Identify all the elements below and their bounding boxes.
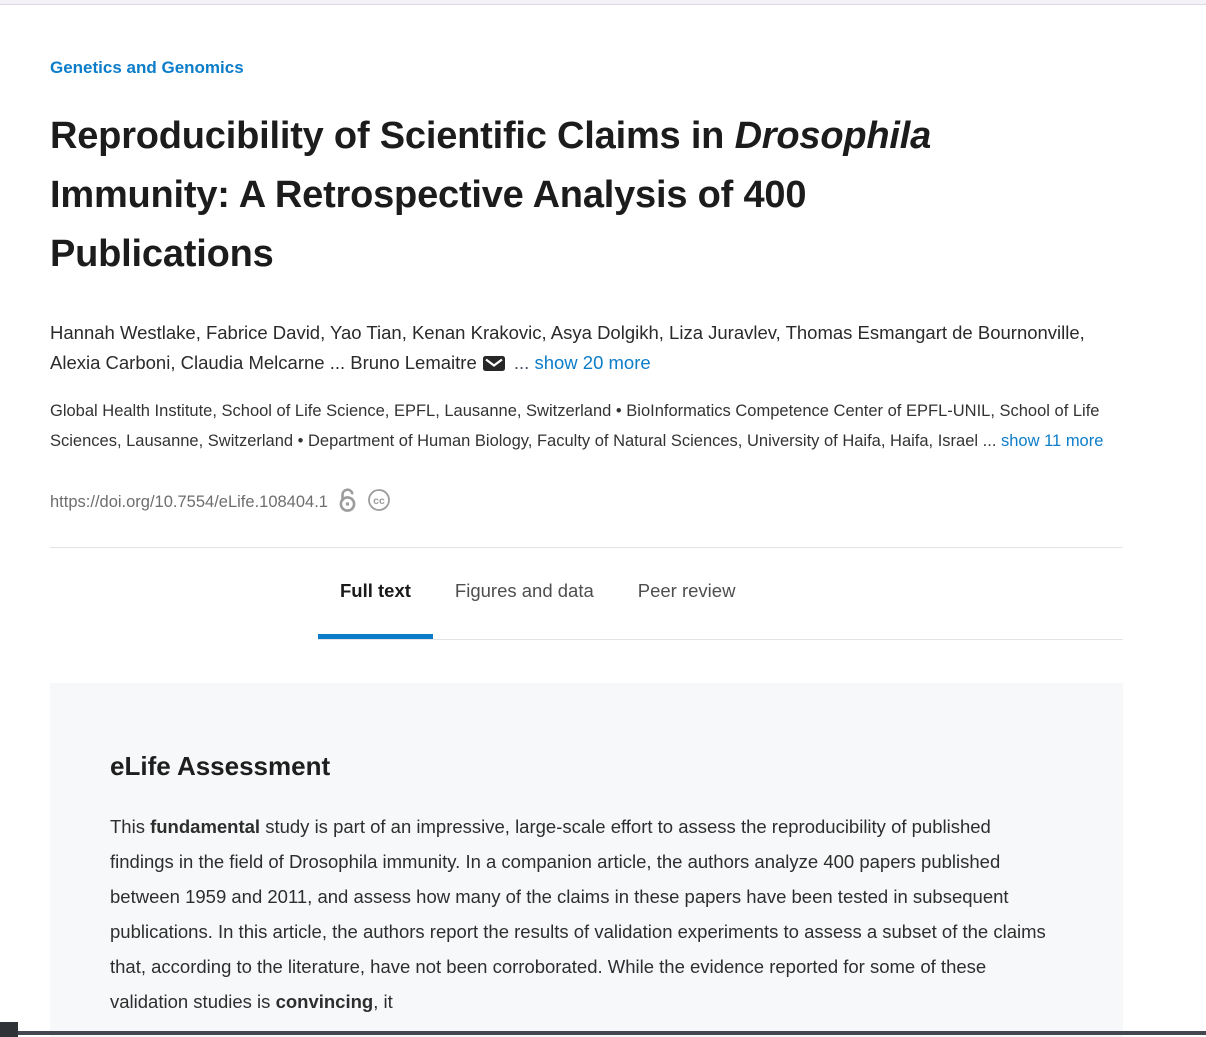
tab-figures-and-data[interactable]: Figures and data <box>433 548 616 639</box>
title-italic-species: Drosophila <box>734 115 932 157</box>
window-top-edge <box>0 0 1206 5</box>
window-bottom-corner <box>0 1022 18 1037</box>
author-list: Hannah Westlake, Fabrice David, Yao Tian… <box>50 318 1100 380</box>
tab-full-text[interactable]: Full text <box>318 548 433 639</box>
assessment-significance-term: fundamental <box>150 816 261 837</box>
tab-figures-label: Figures and data <box>454 580 594 601</box>
authors-ellipsis: ... <box>513 352 530 373</box>
title-part-1: Reproducibility of Scientific Claims in <box>50 115 735 157</box>
article-title: Reproducibility of Scientific Claims in … <box>50 107 1123 284</box>
window-bottom-edge <box>0 1031 1206 1035</box>
open-access-icon[interactable] <box>337 486 358 518</box>
title-part-2: Immunity: A Retrospective Analysis of 40… <box>50 174 807 216</box>
assessment-strength-term: convincing <box>275 991 374 1012</box>
doi-link[interactable]: https://doi.org/10.7554/eLife.108404.1 <box>50 492 328 511</box>
tab-peer-review[interactable]: Peer review <box>616 548 758 639</box>
assessment-heading: eLife Assessment <box>110 751 331 781</box>
show-more-affiliations-link[interactable]: show 11 more <box>1001 432 1104 450</box>
author-names: Hannah Westlake, Fabrice David, Yao Tian… <box>50 322 1085 373</box>
affiliation-list: Global Health Institute, School of Life … <box>50 396 1108 456</box>
assessment-text-3: , it <box>373 991 393 1012</box>
tab-full-text-label: Full text <box>340 580 411 601</box>
assessment-text-1: This <box>110 816 151 837</box>
show-more-authors-link[interactable]: show 20 more <box>534 352 651 373</box>
article-page: Genetics and Genomics Reproducibility of… <box>50 5 1123 1037</box>
assessment-text-2: study is part of an impressive, large-sc… <box>110 816 1046 1012</box>
email-envelope-icon[interactable] <box>482 350 505 380</box>
article-tabs: Full text Figures and data Peer review <box>318 548 1123 640</box>
doi-row: https://doi.org/10.7554/eLife.108404.1 c… <box>50 486 1123 518</box>
tab-peer-review-label: Peer review <box>637 580 736 601</box>
assessment-paragraph: This fundamental study is part of an imp… <box>110 809 1050 1019</box>
category-link[interactable]: Genetics and Genomics <box>50 58 244 77</box>
elife-assessment-box: eLife Assessment This fundamental study … <box>50 683 1123 1037</box>
title-part-3: Publications <box>50 233 274 275</box>
creative-commons-icon[interactable]: cc <box>367 488 391 517</box>
svg-text:cc: cc <box>373 495 385 507</box>
affiliation-text: Global Health Institute, School of Life … <box>50 402 1100 450</box>
section-divider <box>50 547 1123 548</box>
